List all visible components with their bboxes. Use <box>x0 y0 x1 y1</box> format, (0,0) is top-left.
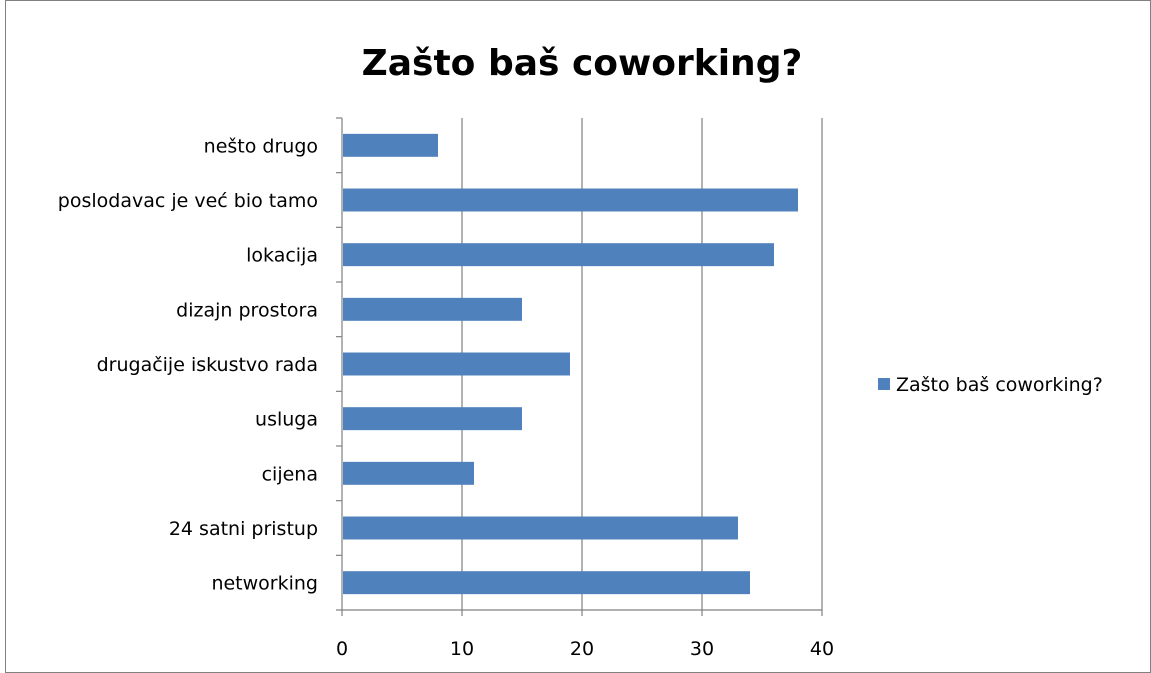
category-label: 24 satni pristup <box>169 518 318 540</box>
chart-title: Zašto baš coworking? <box>362 43 803 84</box>
category-label: usluga <box>255 409 318 431</box>
x-tick-label: 40 <box>810 638 834 660</box>
bar <box>343 352 570 376</box>
bars <box>343 133 798 595</box>
category-labels: networking 24 satni pristup cijena usluga dr… <box>58 135 318 594</box>
bar <box>343 297 522 321</box>
legend-swatch <box>878 378 890 390</box>
bar <box>343 188 798 212</box>
category-label: cijena <box>262 463 318 485</box>
category-label: lokacija <box>246 245 318 267</box>
legend: Zašto baš coworking? <box>878 374 1103 396</box>
category-label: poslodavac je već bio tamo <box>58 190 318 212</box>
x-tick-label: 20 <box>570 638 594 660</box>
category-label: networking <box>211 573 318 595</box>
category-label: dizajn prostora <box>176 299 318 321</box>
bar <box>343 133 438 157</box>
bar <box>343 407 522 431</box>
bar <box>343 571 750 595</box>
category-label: drugačije iskustvo rada <box>97 354 318 376</box>
category-label: nešto drugo <box>204 135 318 157</box>
x-tick-label: 10 <box>450 638 474 660</box>
legend-label: Zašto baš coworking? <box>896 374 1103 396</box>
bar <box>343 243 774 267</box>
bar <box>343 516 738 540</box>
x-tick-labels: 0 10 20 30 40 <box>336 610 834 660</box>
x-tick-label: 0 <box>336 638 348 660</box>
chart-border <box>5 0 1151 673</box>
bar <box>343 461 474 485</box>
x-tick-label: 30 <box>690 638 714 660</box>
